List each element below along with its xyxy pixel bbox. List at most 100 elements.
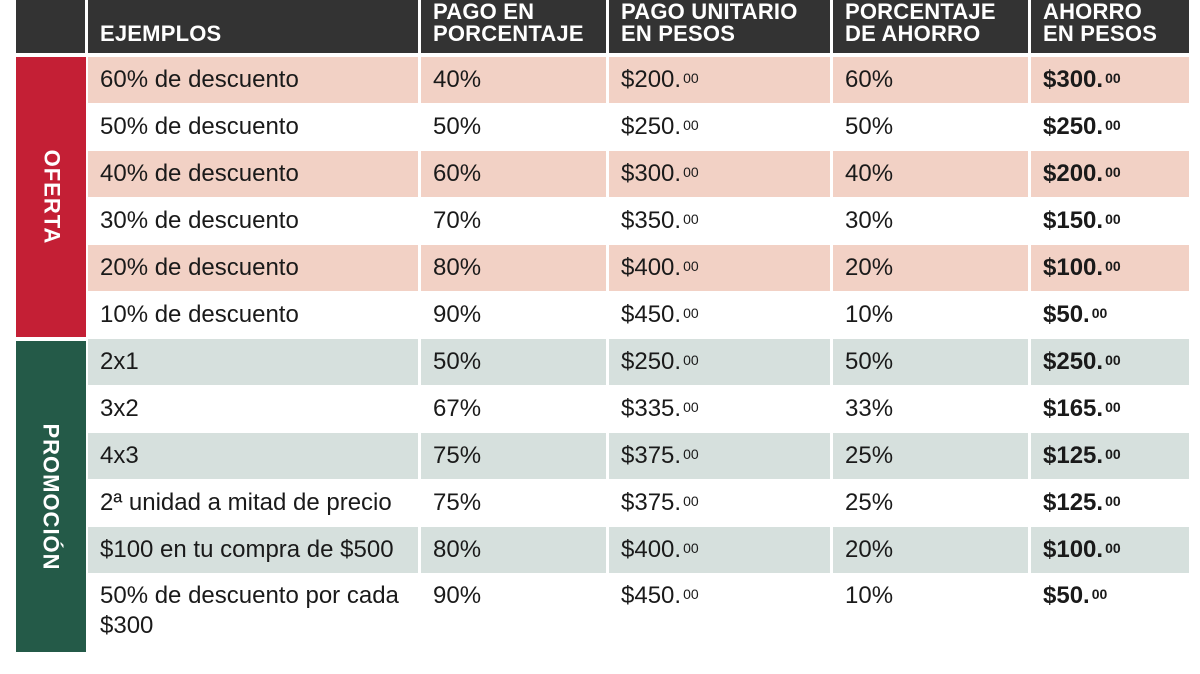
cell-porcentaje-ahorro: 50%: [833, 104, 1031, 150]
amount: $50.: [1043, 582, 1090, 609]
cell-ejemplo: 50% de descuento: [88, 104, 421, 150]
group-label-text: PROMOCIÓN: [39, 422, 64, 571]
cell-porcentaje-ahorro: 25%: [833, 433, 1031, 479]
amount: $100.: [1043, 536, 1104, 563]
cell-ahorro-pesos: $50. 00: [1031, 574, 1189, 638]
cell-ahorro-pesos: $100. 00: [1031, 245, 1189, 291]
cell-ejemplo: 2x1: [88, 339, 421, 385]
cell-ejemplo: 2ª unidad a mitad de precio: [88, 480, 421, 526]
table-row: 4x3 75% $375. 00 25% $125. 00: [88, 433, 1189, 479]
group-label-promocion: PROMOCIÓN: [16, 341, 86, 652]
cents: 00: [1105, 493, 1121, 509]
table-body: 60% de descuento 40% $200. 00 60% $300. 00 50% …: [88, 57, 1189, 639]
header-line: PAGO EN: [433, 0, 535, 24]
table-row: 3x2 67% $335. 00 33% $165. 00: [88, 386, 1189, 432]
cell-ahorro-pesos: $150. 00: [1031, 198, 1189, 244]
cents: 00: [683, 164, 699, 180]
cell-porcentaje-ahorro: 20%: [833, 527, 1031, 573]
table-row: $100 en tu compra de $500 80% $400. 00 20% $1…: [88, 527, 1189, 573]
header-line: EJEMPLOS: [100, 21, 222, 46]
cell-porcentaje-ahorro: 10%: [833, 574, 1031, 638]
cents: 00: [683, 540, 699, 556]
cell-ejemplo: 10% de descuento: [88, 292, 421, 338]
table-row: 60% de descuento 40% $200. 00 60% $300. 00: [88, 57, 1189, 103]
amount: $250.: [621, 113, 682, 140]
cents: 00: [683, 117, 699, 133]
header-line: PAGO UNITARIO: [621, 0, 798, 24]
amount: $300.: [1043, 66, 1104, 93]
cell-porcentaje-ahorro: 10%: [833, 292, 1031, 338]
cell-pago-porcentaje: 70%: [421, 198, 609, 244]
cell-porcentaje-ahorro: 20%: [833, 245, 1031, 291]
cell-ejemplo: 40% de descuento: [88, 151, 421, 197]
cents: 00: [1105, 211, 1121, 227]
cell-ejemplo: 30% de descuento: [88, 198, 421, 244]
amount: $250.: [1043, 348, 1104, 375]
amount: $150.: [1043, 207, 1104, 234]
amount: $250.: [1043, 113, 1104, 140]
cell-pago-unitario: $375. 00: [609, 433, 833, 479]
cents: 00: [683, 211, 699, 227]
group-label-text: OFERTA: [39, 149, 64, 245]
cell-ejemplo: 60% de descuento: [88, 57, 421, 103]
cell-ahorro-pesos: $250. 00: [1031, 339, 1189, 385]
amount: $165.: [1043, 395, 1104, 422]
cents: 00: [1105, 164, 1121, 180]
table-row: 50% de descuento 50% $250. 00 50% $250. 00: [88, 104, 1189, 150]
header-line: PORCENTAJE: [433, 21, 584, 46]
cell-pago-unitario: $450. 00: [609, 574, 833, 638]
cell-pago-unitario: $350. 00: [609, 198, 833, 244]
header-line: DE AHORRO: [845, 21, 981, 46]
header-ahorro-pesos: AHORRO EN PESOS: [1031, 0, 1189, 53]
table-row: 30% de descuento 70% $350. 00 30% $150. 00: [88, 198, 1189, 244]
cell-porcentaje-ahorro: 50%: [833, 339, 1031, 385]
amount: $300.: [621, 160, 682, 187]
table-row: 10% de descuento 90% $450. 00 10% $50. 00: [88, 292, 1189, 338]
amount: $125.: [1043, 489, 1104, 516]
cell-pago-unitario: $335. 00: [609, 386, 833, 432]
cents: 00: [1105, 540, 1121, 556]
cell-pago-unitario: $375. 00: [609, 480, 833, 526]
amount: $450.: [621, 301, 682, 328]
cell-pago-unitario: $450. 00: [609, 292, 833, 338]
cell-pago-porcentaje: 50%: [421, 339, 609, 385]
cell-ahorro-pesos: $300. 00: [1031, 57, 1189, 103]
amount: $200.: [1043, 160, 1104, 187]
table-row: 40% de descuento 60% $300. 00 40% $200. 00: [88, 151, 1189, 197]
cell-ejemplo: 4x3: [88, 433, 421, 479]
group-label-oferta: OFERTA: [16, 57, 86, 337]
amount: $350.: [621, 207, 682, 234]
header-ejemplos: EJEMPLOS: [88, 0, 421, 53]
cell-pago-porcentaje: 75%: [421, 433, 609, 479]
cell-ejemplo: $100 en tu compra de $500: [88, 527, 421, 573]
cents: 00: [683, 70, 699, 86]
cell-ejemplo: 50% de descuento por cada $300: [88, 574, 421, 638]
table-row: 2x1 50% $250. 00 50% $250. 00: [88, 339, 1189, 385]
amount: $125.: [1043, 442, 1104, 469]
cell-porcentaje-ahorro: 60%: [833, 57, 1031, 103]
cell-pago-unitario: $250. 00: [609, 104, 833, 150]
header-line: EN PESOS: [1043, 21, 1158, 46]
cell-ahorro-pesos: $125. 00: [1031, 480, 1189, 526]
cell-pago-unitario: $400. 00: [609, 527, 833, 573]
header-line: AHORRO: [1043, 0, 1142, 24]
cell-pago-porcentaje: 60%: [421, 151, 609, 197]
cents: 00: [1105, 352, 1121, 368]
amount: $375.: [621, 489, 682, 516]
amount: $450.: [621, 582, 682, 609]
cell-pago-porcentaje: 50%: [421, 104, 609, 150]
cents: 00: [1105, 399, 1121, 415]
cents: 00: [1105, 258, 1121, 274]
cents: 00: [1105, 446, 1121, 462]
cents: 00: [683, 586, 699, 602]
amount: $50.: [1043, 301, 1090, 328]
cents: 00: [1105, 70, 1121, 86]
cell-ahorro-pesos: $50. 00: [1031, 292, 1189, 338]
cell-ejemplo: 3x2: [88, 386, 421, 432]
cell-pago-unitario: $300. 00: [609, 151, 833, 197]
header-group-spacer: [16, 0, 88, 53]
header-porcentaje-ahorro: PORCENTAJE DE AHORRO: [833, 0, 1031, 53]
cell-pago-porcentaje: 90%: [421, 574, 609, 638]
table-row: 20% de descuento 80% $400. 00 20% $100. 00: [88, 245, 1189, 291]
cell-ejemplo: 20% de descuento: [88, 245, 421, 291]
